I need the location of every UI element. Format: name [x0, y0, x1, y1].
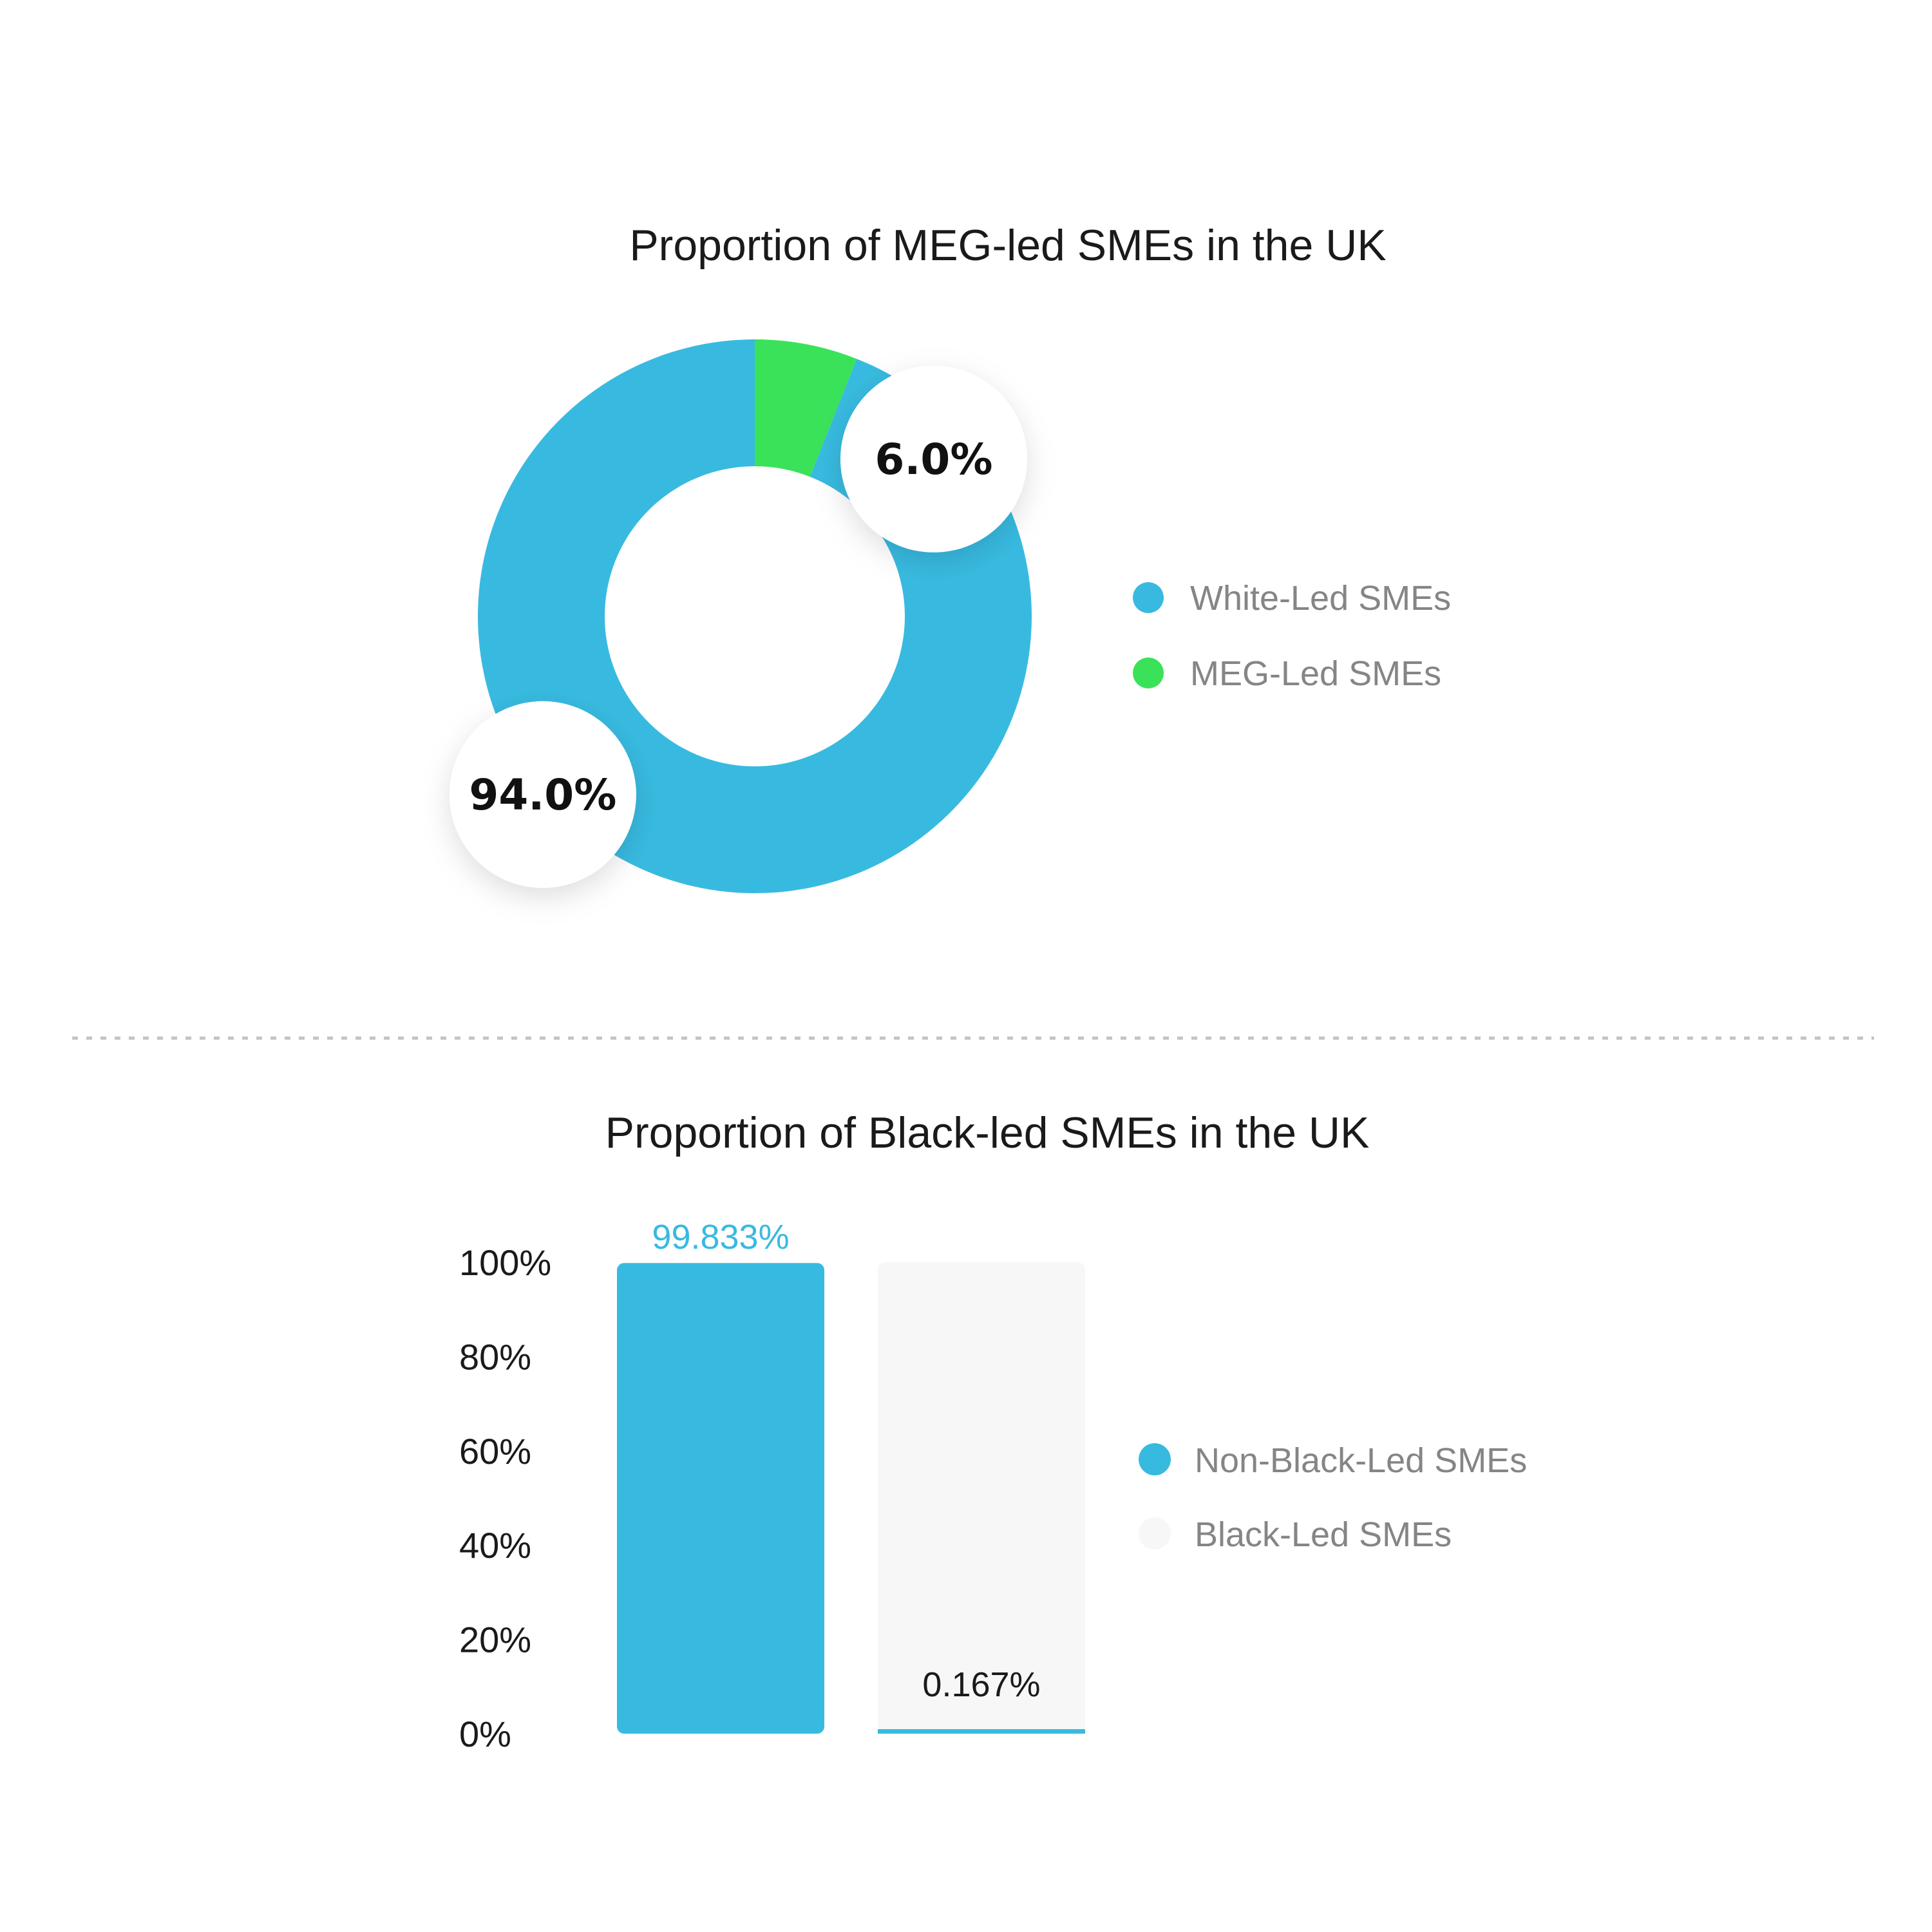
bar-legend: Non-Black-Led SMEs Black-Led SMEs [1139, 1441, 1527, 1554]
donut-legend: White-Led SMEs MEG-Led SMEs [1133, 579, 1451, 693]
bar-non-black-led-smes [617, 1263, 824, 1734]
bar-y-axis: 100% 80% 60% 40% 20% 0% [459, 1242, 551, 1754]
legend-swatch-non-black-led-smes [1139, 1443, 1171, 1475]
legend-label-non-black-led-smes: Non-Black-Led SMEs [1195, 1441, 1527, 1480]
legend-swatch-meg-led-smes [1133, 658, 1164, 688]
y-tick-label: 80% [459, 1336, 531, 1377]
legend-label-black-led-smes: Black-Led SMEs [1195, 1515, 1452, 1554]
value-label-non-black-led-smes: 99.833% [652, 1218, 789, 1256]
bar-black-led-smes [878, 1729, 1085, 1734]
y-tick-label: 0% [459, 1714, 511, 1754]
slice-label-meg-led-smes: 6.0% [875, 435, 992, 484]
label-bubble-white-led-smes [449, 701, 636, 888]
legend-label-meg-led-smes: MEG-Led SMEs [1190, 654, 1441, 693]
bar-track-black-led-smes [878, 1262, 1085, 1734]
slice-label-white-led-smes: 94.0% [469, 770, 616, 820]
y-tick-label: 100% [459, 1242, 551, 1283]
legend-label-white-led-smes: White-Led SMEs [1190, 579, 1451, 618]
value-label-black-led-smes: 0.167% [922, 1665, 1040, 1704]
y-tick-label: 20% [459, 1620, 531, 1660]
legend-swatch-black-led-smes [1139, 1517, 1171, 1549]
bar-chart: 99.833% 0.167% [617, 1218, 1085, 1734]
donut-slice-meg-led-smes [755, 339, 857, 477]
donut-chart: 94.0% 6.0% [449, 339, 1032, 894]
y-tick-label: 60% [459, 1431, 531, 1472]
bar-chart-title: Proportion of Black-led SMEs in the UK [605, 1108, 1370, 1157]
legend-swatch-white-led-smes [1133, 582, 1164, 613]
donut-chart-title: Proportion of MEG-led SMEs in the UK [629, 221, 1386, 270]
label-bubble-meg-led-smes [840, 365, 1027, 553]
y-tick-label: 40% [459, 1525, 531, 1566]
